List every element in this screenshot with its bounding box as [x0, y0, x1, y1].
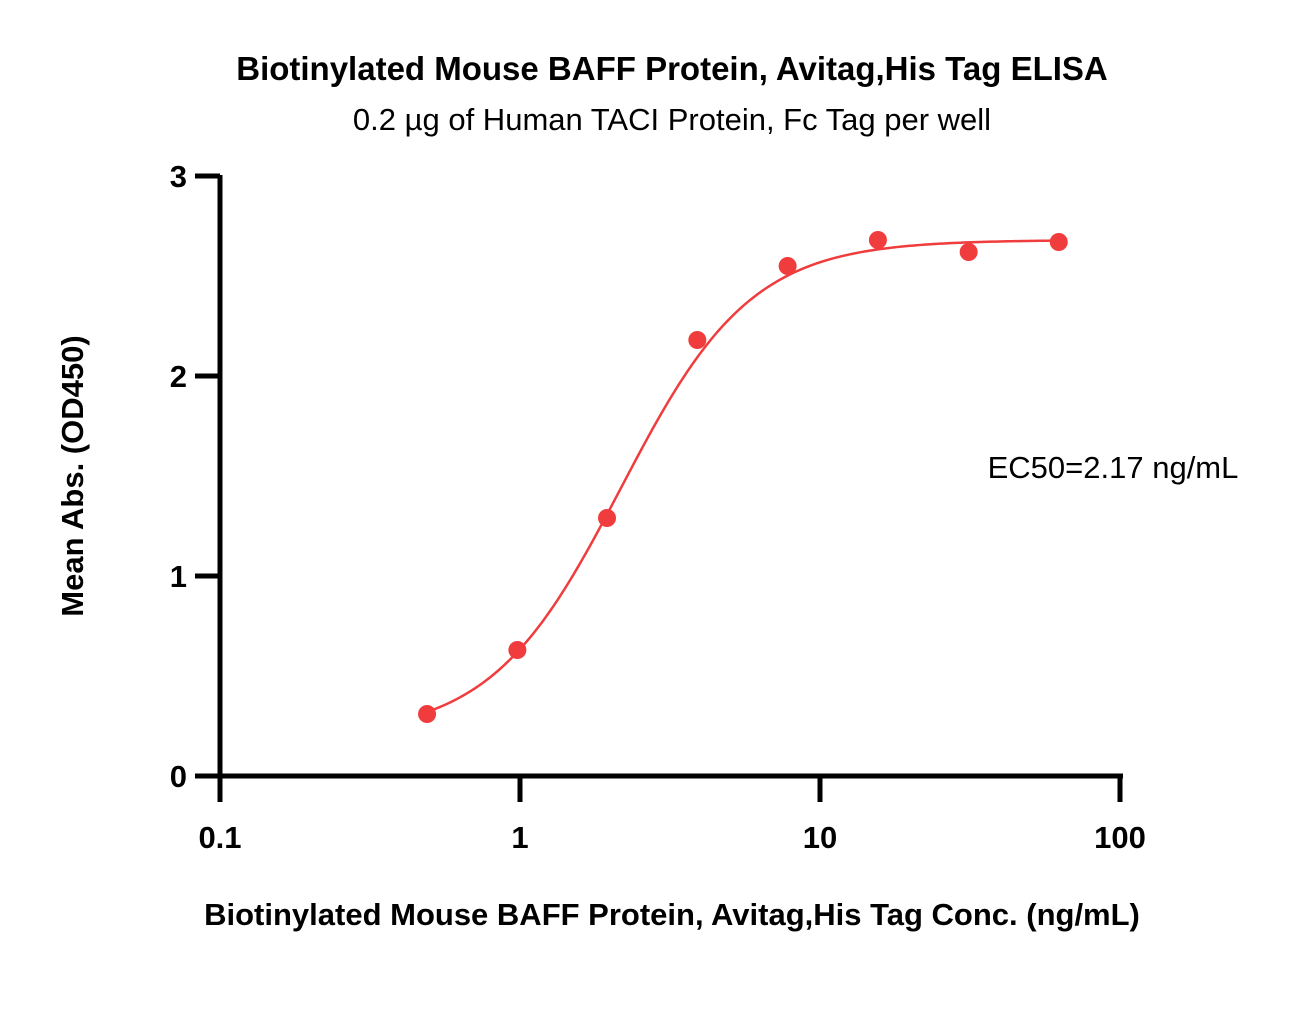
x-ticks: 0.1 1 10 100 [198, 776, 1146, 855]
y-axis-label: Mean Abs. (OD450) [55, 335, 90, 616]
fit-curve [426, 239, 1059, 714]
data-point [688, 331, 707, 349]
data-point [598, 509, 617, 527]
x-tick-label: 10 [803, 820, 837, 855]
fit-curve-line [426, 239, 1059, 714]
data-point [868, 231, 887, 249]
chart-subtitle: 0.2 µg of Human TACI Protein, Fc Tag per… [353, 102, 991, 137]
x-tick-label: 0.1 [198, 820, 241, 855]
chart-title: Biotinylated Mouse BAFF Protein, Avitag,… [236, 50, 1108, 87]
x-tick-label: 100 [1094, 820, 1146, 855]
ec50-annotation: EC50=2.17 ng/mL [988, 450, 1239, 485]
data-point [1049, 233, 1068, 251]
data-point [959, 243, 978, 261]
x-axis-label: Biotinylated Mouse BAFF Protein, Avitag,… [204, 897, 1140, 932]
y-tick-label: 3 [170, 159, 187, 194]
y-tick-label: 2 [170, 359, 187, 394]
y-ticks: 0 1 2 3 [170, 159, 220, 794]
data-point [508, 641, 527, 659]
data-points [418, 231, 1068, 723]
y-tick-label: 1 [170, 559, 187, 594]
y-tick-label: 0 [170, 759, 187, 794]
data-point [778, 257, 797, 275]
x-tick-label: 1 [511, 820, 528, 855]
data-point [418, 705, 437, 723]
